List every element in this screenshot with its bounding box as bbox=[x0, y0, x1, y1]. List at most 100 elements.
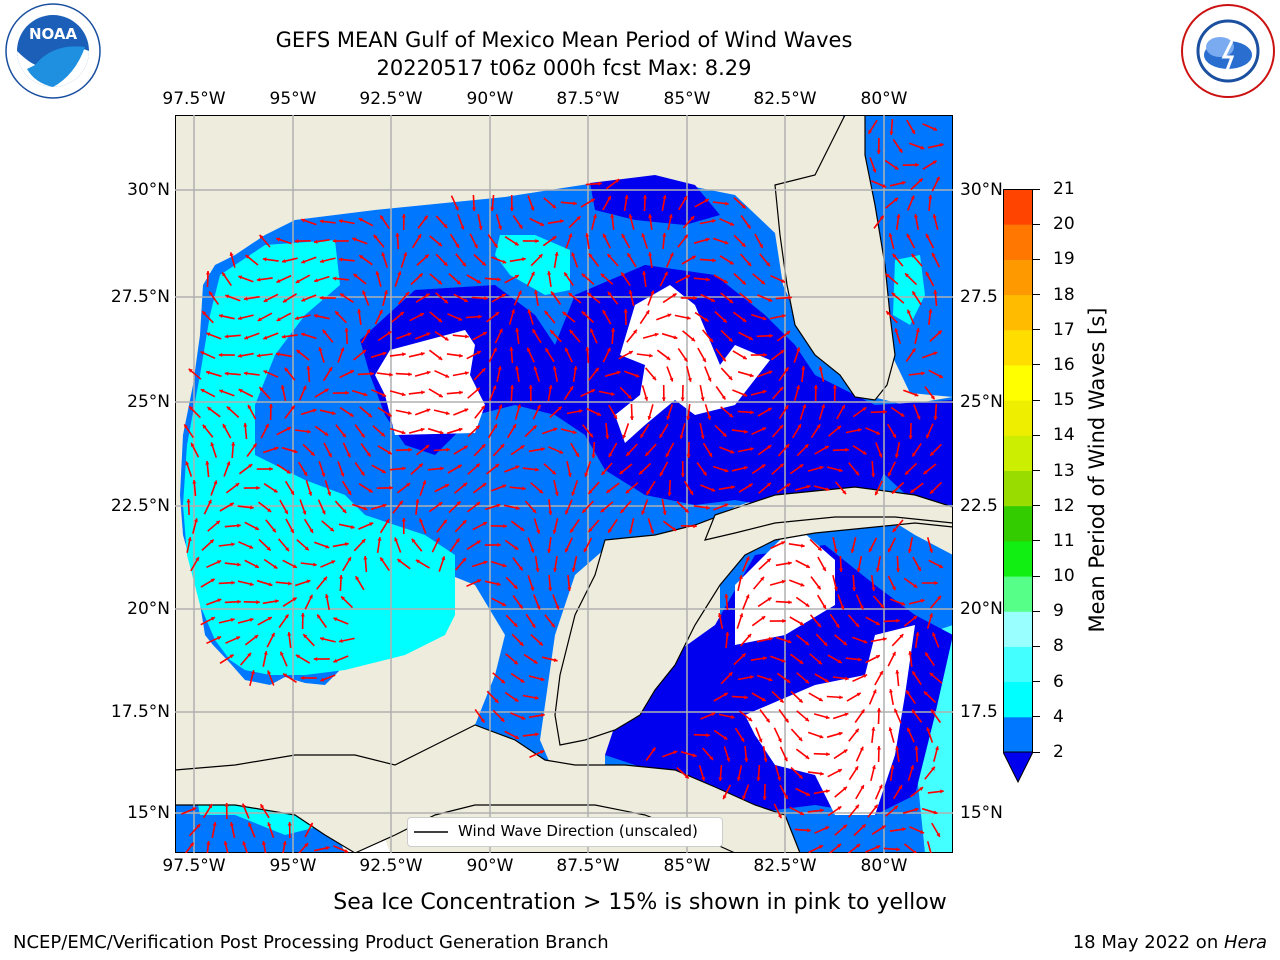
colorbar-tick-label: 9 bbox=[1053, 601, 1064, 622]
wind-arrow-head bbox=[205, 271, 210, 275]
wind-arrow-head bbox=[691, 337, 695, 342]
wind-arrow-head bbox=[283, 298, 287, 303]
wind-arrow-head bbox=[627, 394, 632, 399]
cyan-patch-east bbox=[893, 255, 925, 325]
wind-arrow-head bbox=[440, 466, 444, 471]
wind-arrow-head bbox=[873, 804, 878, 809]
wind-arrow-head bbox=[383, 290, 388, 294]
wind-arrow-head bbox=[611, 328, 616, 332]
wind-arrow-head bbox=[641, 233, 646, 238]
wind-arrow-head bbox=[722, 795, 727, 800]
wind-arrow-head bbox=[438, 318, 442, 323]
wind-arrow-head bbox=[892, 253, 897, 258]
wind-arrow-head bbox=[910, 765, 915, 770]
no-data-patch-2 bbox=[615, 285, 770, 443]
lat-label-right: 25°N bbox=[960, 392, 1003, 412]
wind-arrow-head bbox=[231, 542, 235, 547]
wind-arrow-head bbox=[894, 328, 899, 333]
wind-arrow-head bbox=[338, 257, 343, 262]
wind-arrow-head bbox=[320, 636, 324, 641]
wind-arrow-head bbox=[779, 425, 784, 429]
wind-arrow-head bbox=[767, 407, 772, 412]
wind-arrow-head bbox=[723, 735, 728, 740]
wind-arrow-head bbox=[837, 659, 842, 663]
wind-arrow-head bbox=[765, 718, 770, 723]
wind-arrow-head bbox=[284, 510, 288, 514]
wind-arrow-head bbox=[589, 433, 593, 438]
wind-arrow-head bbox=[530, 206, 535, 211]
wind-arrow-head bbox=[401, 392, 406, 397]
wind-arrow-head bbox=[552, 530, 557, 534]
wind-arrow-head bbox=[602, 310, 607, 314]
wind-arrow-head bbox=[799, 660, 804, 664]
wind-arrow-head bbox=[359, 255, 364, 259]
wind-arrow-head bbox=[324, 594, 329, 598]
wind-arrow-head bbox=[691, 255, 696, 260]
wind-arrow-head bbox=[860, 709, 865, 714]
colorbar-tick-mark bbox=[1033, 681, 1040, 683]
wind-arrow-head bbox=[651, 747, 656, 752]
wind-arrow-head bbox=[784, 367, 789, 372]
wind-arrow-head bbox=[722, 432, 727, 437]
wind-arrow-head bbox=[518, 224, 523, 229]
wind-arrow-head bbox=[185, 461, 190, 466]
wind-arrow-head bbox=[747, 634, 752, 638]
wind-arrow-head bbox=[571, 568, 576, 572]
wind-arrow-head bbox=[779, 387, 784, 391]
wind-arrow-head bbox=[457, 464, 462, 469]
wind-arrow-head bbox=[610, 391, 615, 396]
wind-arrow-head bbox=[635, 373, 640, 378]
wind-arrow-head bbox=[842, 490, 846, 495]
wind-arrow-head bbox=[731, 485, 735, 490]
wind-arrow-head bbox=[498, 328, 503, 333]
wind-arrow-head bbox=[402, 466, 406, 471]
wind-arrow-head bbox=[730, 222, 735, 226]
wind-arrow-head bbox=[843, 641, 847, 646]
wind-arrow-head bbox=[818, 366, 823, 370]
wind-arrow-head bbox=[930, 395, 935, 400]
wind-arrow-head bbox=[444, 336, 449, 341]
colorbar-tick-label: 15 bbox=[1053, 390, 1075, 411]
wind-arrow-head bbox=[914, 392, 919, 397]
wind-arrow-head bbox=[820, 771, 824, 776]
wind-arrow-head bbox=[441, 556, 446, 561]
wind-arrow-head bbox=[933, 810, 938, 815]
wind-arrow-head bbox=[576, 216, 581, 221]
wind-arrow-head bbox=[541, 713, 545, 718]
wind-arrow-head bbox=[408, 447, 412, 452]
wind-arrow-head bbox=[885, 273, 890, 278]
wind-arrow-head bbox=[750, 410, 754, 415]
wind-arrow-head bbox=[910, 489, 915, 493]
wind-arrow-head bbox=[534, 290, 539, 294]
wind-arrow-head bbox=[588, 253, 593, 258]
wind-arrow-head bbox=[534, 695, 539, 700]
wind-arrow-head bbox=[888, 233, 893, 238]
wind-arrow-head bbox=[805, 755, 810, 759]
wind-arrow-head bbox=[588, 528, 593, 532]
wind-arrow-head bbox=[781, 541, 785, 545]
wind-arrow-head bbox=[693, 296, 697, 301]
wind-arrow-head bbox=[273, 488, 278, 493]
wind-arrow-head bbox=[244, 335, 249, 340]
wind-arrow-head bbox=[908, 435, 913, 439]
wind-arrow-head bbox=[728, 375, 733, 380]
wind-arrow-head bbox=[418, 273, 423, 278]
no-data-patch-1 bbox=[375, 330, 485, 435]
wind-arrow-head bbox=[522, 486, 526, 491]
wind-arrow-head bbox=[841, 405, 845, 409]
wind-arrow-head bbox=[788, 600, 792, 605]
wind-arrow-head bbox=[800, 582, 805, 587]
wind-arrow-head bbox=[313, 562, 317, 567]
wind-arrow-head bbox=[249, 582, 254, 587]
wind-arrow-head bbox=[320, 259, 324, 264]
wind-arrow-head bbox=[926, 434, 930, 439]
wind-arrow-head bbox=[768, 370, 773, 375]
wind-arrow-head bbox=[340, 293, 345, 298]
wind-arrow-head bbox=[825, 826, 830, 830]
wind-arrow-head bbox=[276, 279, 281, 283]
wind-arrow-head bbox=[328, 367, 332, 372]
wind-arrow-head bbox=[779, 698, 784, 703]
wind-arrow-head bbox=[235, 483, 240, 487]
wind-arrow-head bbox=[346, 453, 351, 458]
wind-arrow-head bbox=[784, 718, 789, 723]
